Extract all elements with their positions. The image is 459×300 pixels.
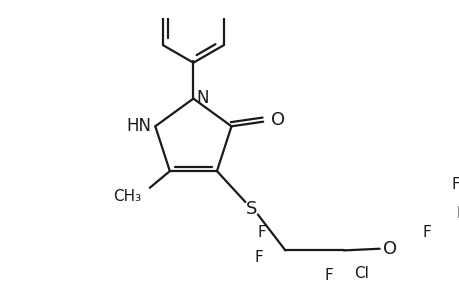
Text: F: F bbox=[451, 177, 459, 192]
Text: CH₃: CH₃ bbox=[113, 189, 141, 204]
Text: F: F bbox=[421, 224, 430, 239]
Text: HN: HN bbox=[126, 117, 151, 135]
Text: N: N bbox=[196, 89, 208, 107]
Text: F: F bbox=[324, 268, 332, 283]
Text: F: F bbox=[455, 206, 459, 221]
Text: Cl: Cl bbox=[353, 266, 368, 281]
Text: O: O bbox=[382, 240, 396, 258]
Text: S: S bbox=[246, 200, 257, 218]
Text: F: F bbox=[254, 250, 263, 265]
Text: O: O bbox=[271, 111, 285, 129]
Text: F: F bbox=[257, 224, 266, 239]
